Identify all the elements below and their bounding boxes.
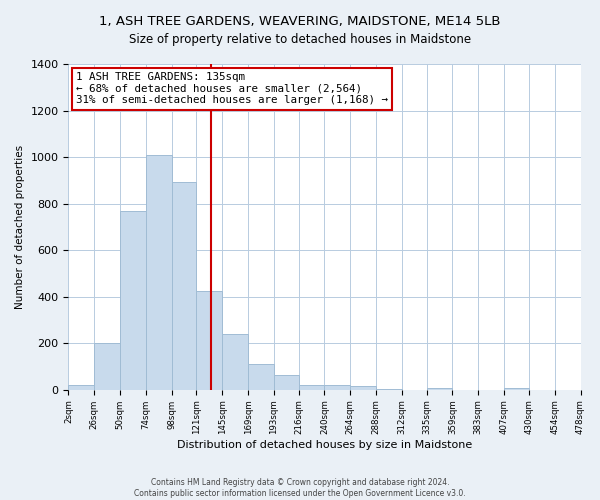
Bar xyxy=(299,385,325,390)
Text: 1 ASH TREE GARDENS: 135sqm
← 68% of detached houses are smaller (2,564)
31% of s: 1 ASH TREE GARDENS: 135sqm ← 68% of deta… xyxy=(76,72,388,106)
Bar xyxy=(222,334,248,390)
Text: Contains HM Land Registry data © Crown copyright and database right 2024.
Contai: Contains HM Land Registry data © Crown c… xyxy=(134,478,466,498)
Bar xyxy=(376,388,402,390)
Bar xyxy=(248,364,274,390)
Bar xyxy=(146,155,172,390)
Bar xyxy=(427,388,452,390)
Bar xyxy=(325,385,350,390)
Bar xyxy=(68,385,94,390)
Bar xyxy=(196,291,222,390)
Text: Size of property relative to detached houses in Maidstone: Size of property relative to detached ho… xyxy=(129,32,471,46)
Text: 1, ASH TREE GARDENS, WEAVERING, MAIDSTONE, ME14 5LB: 1, ASH TREE GARDENS, WEAVERING, MAIDSTON… xyxy=(99,15,501,28)
Bar xyxy=(504,388,529,390)
Bar xyxy=(172,182,196,390)
Bar xyxy=(94,344,120,390)
Y-axis label: Number of detached properties: Number of detached properties xyxy=(15,145,25,309)
Bar xyxy=(120,210,146,390)
Bar xyxy=(274,374,299,390)
X-axis label: Distribution of detached houses by size in Maidstone: Distribution of detached houses by size … xyxy=(177,440,472,450)
Bar xyxy=(350,386,376,390)
